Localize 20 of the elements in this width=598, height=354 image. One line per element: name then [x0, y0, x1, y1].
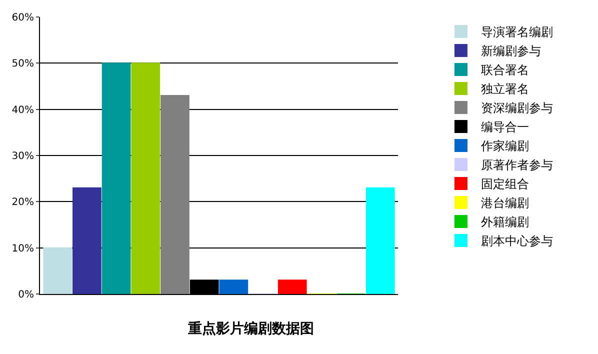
legend-label: 固定组合 [480, 177, 529, 192]
legend-label: 剧本中心参与 [480, 234, 553, 248]
legend-label: 联合署名 [480, 63, 529, 78]
y-tick-label: 50% [12, 58, 34, 70]
legend-label: 外籍编剧 [480, 215, 529, 230]
y-tick-label: 20% [12, 197, 34, 208]
legend-label: 新编剧参与 [480, 44, 541, 58]
y-tick-label: 30% [12, 151, 34, 162]
legend-label: 独立署名 [480, 82, 529, 96]
legend-label: 资深编剧参与 [480, 101, 553, 116]
legend-label: 港台编剧 [480, 196, 529, 210]
legend-label: 作家编剧 [480, 139, 529, 154]
legend-label: 编导合一 [480, 120, 529, 134]
y-tick-label: 60% [12, 12, 34, 24]
legend-label: 导演署名编剧 [480, 25, 553, 40]
y-tick-label: 10% [12, 243, 34, 254]
y-tick-label: 40% [12, 104, 34, 116]
legend-label: 原著作者参与 [480, 158, 553, 172]
text: 重点影片编剧数据图 [187, 320, 314, 337]
y-tick-label: 0% [18, 290, 34, 300]
